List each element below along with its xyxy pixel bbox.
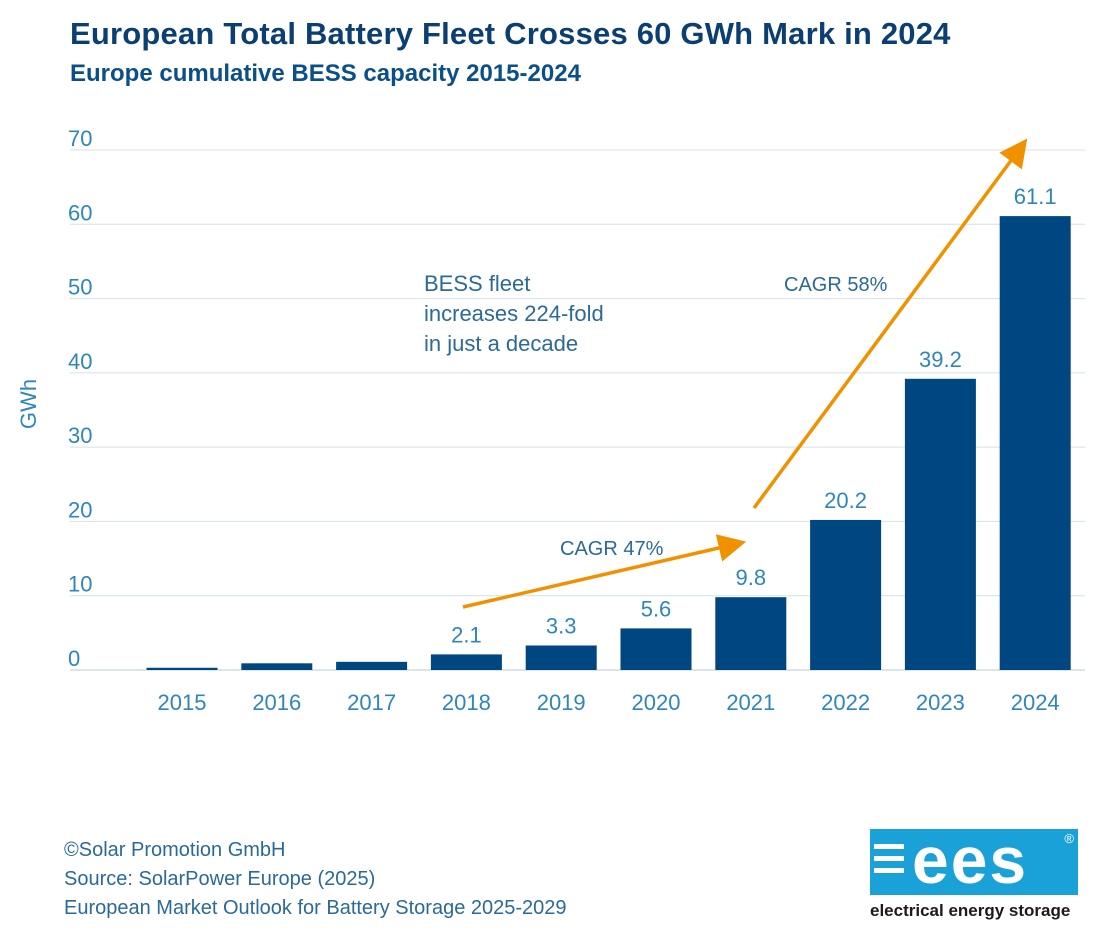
data-label: 39.2 (919, 347, 962, 372)
fleet-note-line: increases 224-fold (424, 301, 604, 326)
bar (241, 663, 313, 670)
bar (999, 216, 1071, 670)
cagr-early-arrow (462, 534, 747, 609)
bar (904, 378, 976, 670)
bar (620, 628, 692, 670)
y-tick-label: 20 (68, 497, 92, 522)
bar (810, 519, 882, 670)
y-tick-label: 10 (68, 572, 92, 597)
fleet-note-line: in just a decade (424, 331, 578, 356)
x-tick-label: 2018 (442, 690, 491, 715)
data-label: 2.1 (451, 622, 482, 647)
footer-line: Source: SolarPower Europe (2025) (64, 868, 376, 890)
data-label: 5.6 (641, 596, 672, 621)
bar (430, 654, 502, 670)
logo-mark: ees ® (870, 823, 1078, 897)
footer-line: ©Solar Promotion GmbH (64, 839, 286, 861)
y-axis-label: GWh (16, 379, 41, 429)
cagr-late-label: CAGR 58% (784, 274, 888, 296)
y-tick-label: 60 (68, 200, 92, 225)
x-tick-label: 2024 (1011, 690, 1060, 715)
x-tick-label: 2019 (537, 690, 586, 715)
footer-line: European Market Outlook for Battery Stor… (64, 897, 567, 919)
chart-title: European Total Battery Fleet Crosses 60 … (70, 16, 951, 51)
y-tick-label: 70 (68, 126, 92, 151)
y-tick-label: 40 (68, 349, 92, 374)
bar (336, 661, 408, 670)
logo-caption: electrical energy storage (870, 901, 1071, 920)
x-tick-label: 2023 (916, 690, 965, 715)
data-label: 20.2 (824, 488, 867, 513)
y-tick-label: 30 (68, 423, 92, 448)
logo-lines-icon (874, 844, 904, 880)
cagr-late-arrow (752, 138, 1028, 510)
bar (525, 645, 597, 670)
data-label: 61.1 (1014, 184, 1057, 209)
x-tick-label: 2022 (821, 690, 870, 715)
bar-chart: 0 10 20 30 40 50 60 70 GWh 2015 2016 2017 2018 2019… (16, 126, 1085, 715)
x-tick-label: 2016 (252, 690, 301, 715)
data-label: 9.8 (736, 565, 767, 590)
data-label: 3.3 (546, 613, 577, 638)
y-tick-label: 50 (68, 275, 92, 300)
cagr-early-label: CAGR 47% (560, 538, 664, 560)
x-tick-label: 2015 (158, 690, 207, 715)
fleet-note: BESS fleet increases 224-fold in just a … (424, 271, 610, 356)
ees-logo: ees ® electrical energy storage (870, 823, 1078, 924)
footer-source: ©Solar Promotion GmbH Source: SolarPower… (64, 836, 567, 923)
registered-icon: ® (1064, 831, 1074, 846)
y-tick-label: 0 (68, 646, 80, 671)
fleet-note-line: BESS fleet (424, 271, 530, 296)
bar (715, 597, 787, 670)
x-tick-label: 2020 (632, 690, 681, 715)
bar (146, 667, 218, 670)
chart-subtitle: Europe cumulative BESS capacity 2015-202… (70, 60, 581, 87)
x-tick-label: 2021 (726, 690, 775, 715)
logo-letters: ees (912, 823, 1029, 897)
x-tick-label: 2017 (347, 690, 396, 715)
